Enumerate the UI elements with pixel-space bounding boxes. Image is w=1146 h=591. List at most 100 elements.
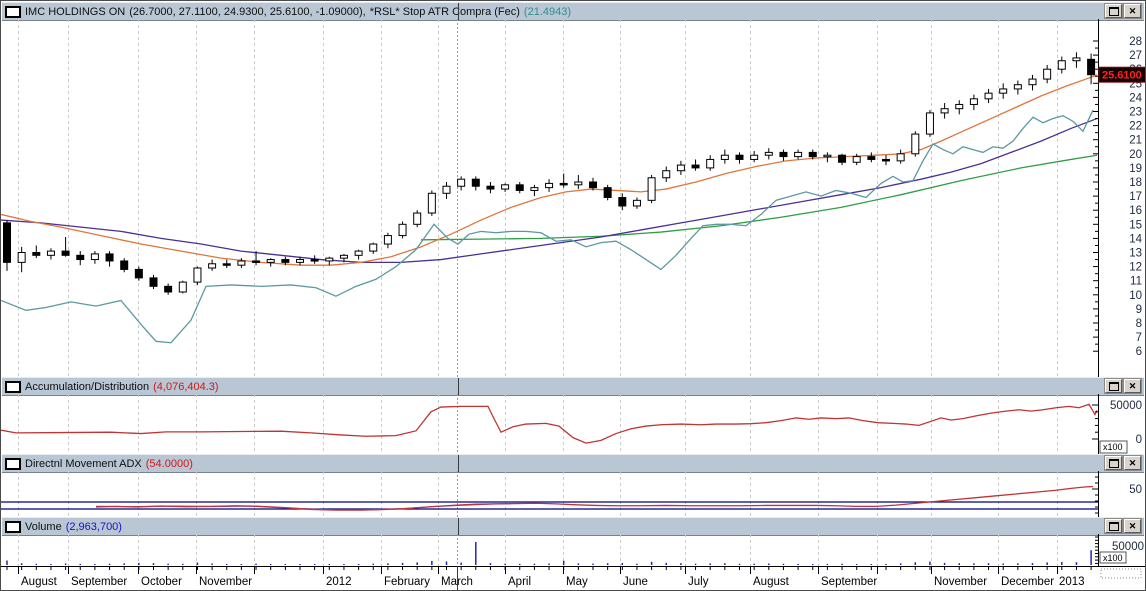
volume-bar: [460, 562, 462, 565]
month-label: February: [384, 576, 430, 588]
price-axis-label: 14: [1129, 233, 1142, 245]
last-price-label: 25.6100: [1102, 70, 1142, 82]
symbol-title: IMC HOLDINGS ON: [25, 5, 126, 18]
candle-down: [486, 185, 495, 190]
candle-up: [325, 257, 334, 262]
panel-collapse-icon[interactable]: [5, 457, 21, 470]
candle-up: [662, 170, 671, 179]
volume-bar: [6, 560, 8, 565]
focus-rect: [1100, 568, 1142, 579]
volume-bar: [665, 562, 667, 565]
study-value: (21.4943): [523, 5, 572, 18]
candle-up: [354, 250, 363, 256]
candle-up: [383, 235, 392, 245]
close-button[interactable]: ✕: [1123, 455, 1142, 471]
volume-bar: [372, 563, 374, 565]
close-button[interactable]: ✕: [1123, 3, 1142, 19]
volume-bar: [738, 563, 741, 565]
volume-bar: [606, 563, 609, 565]
candle-up: [178, 281, 187, 293]
volume-bar: [211, 563, 213, 565]
candle-down: [120, 260, 129, 270]
multiplier-box: [1099, 440, 1128, 454]
panel-collapse-icon[interactable]: [5, 5, 21, 18]
month-label: July: [688, 576, 709, 588]
volume-bar: [431, 560, 433, 565]
candle-up: [750, 154, 759, 160]
volume-bar: [694, 563, 697, 565]
month-label: May: [566, 576, 588, 588]
volume-bar: [841, 563, 843, 565]
last-price-tag: [1098, 66, 1145, 83]
price-chart[interactable]: 6789101112131415161718192021222324252627…: [1, 19, 1146, 377]
candle-up: [339, 254, 348, 259]
time-axis: August September October November 2012 Februa…: [1, 566, 1145, 590]
panel-collapse-icon[interactable]: [5, 520, 21, 533]
close-button[interactable]: ✕: [1123, 378, 1142, 394]
volume-bar: [138, 562, 140, 565]
price-axis-label: 21: [1129, 135, 1142, 147]
volume-bar: [504, 563, 506, 565]
candle-up: [427, 192, 436, 214]
volume-bar: [416, 562, 418, 565]
volume-bar: [621, 562, 624, 565]
ma-long-green: [420, 154, 1098, 241]
multiplier-box: [1099, 551, 1127, 564]
close-button[interactable]: ✕: [1123, 518, 1142, 534]
candle-up: [999, 88, 1008, 94]
month-label: October: [141, 576, 182, 588]
maximize-button[interactable]: [1104, 378, 1123, 394]
volume-bar: [445, 561, 448, 565]
month-label: April: [508, 576, 531, 588]
ad-multiplier-label: x100: [1103, 442, 1123, 452]
volume-bar: [577, 563, 580, 565]
candle-up: [676, 164, 685, 172]
volume-panel-header[interactable]: Volume (2,963,700) ✕: [2, 517, 1144, 536]
candle-up: [46, 250, 55, 256]
adx-panel-header[interactable]: Directnl Movement ADX (54.0000) ✕: [2, 454, 1144, 473]
study-name: *RSL* Stop ATR Compra (Fec): [369, 5, 520, 18]
adx-chart[interactable]: 50: [1, 471, 1146, 517]
volume-bar: [1090, 550, 1092, 565]
candle-down: [76, 254, 85, 261]
ad-chart[interactable]: 50000 0 x100: [1, 394, 1146, 454]
price-axis-label: 16: [1129, 205, 1142, 217]
volume-bar: [255, 563, 257, 565]
cursor-line-segment: [458, 518, 459, 535]
price-axis-label: 18: [1129, 177, 1142, 189]
candle-up: [296, 259, 304, 263]
price-axis-label: 20: [1129, 149, 1142, 161]
adx-panel-value: (54.0000): [145, 457, 193, 470]
panel-collapse-icon[interactable]: [5, 380, 21, 393]
maximize-button[interactable]: [1104, 3, 1123, 19]
maximize-icon: [1108, 521, 1119, 531]
candle-up: [647, 177, 656, 201]
price-axis-label: 7: [1136, 332, 1142, 344]
month-label: November: [199, 576, 252, 588]
candle-up: [266, 259, 275, 263]
candle-up: [413, 212, 422, 225]
candle-down: [222, 263, 231, 266]
volume-bar: [240, 564, 243, 565]
maximize-button[interactable]: [1104, 455, 1123, 471]
maximize-icon: [1108, 6, 1119, 16]
volume-bar: [1075, 562, 1078, 565]
month-label: August: [21, 576, 58, 588]
ad-panel-header[interactable]: Accumulation/Distribution (4,076,404.3) …: [2, 377, 1144, 396]
volume-bar: [489, 563, 492, 565]
candle-down: [618, 197, 627, 207]
volume-multiplier-label: x100: [1103, 553, 1123, 563]
volume-bar: [870, 564, 873, 565]
price-panel-header[interactable]: IMC HOLDINGS ON (26.7000, 27.1100, 24.93…: [2, 2, 1144, 21]
maximize-button[interactable]: [1104, 518, 1123, 534]
candle-down: [32, 252, 41, 256]
candle-up: [984, 92, 993, 100]
ohlc-values: (26.7000, 27.1100, 24.9300, 25.6100, -1.…: [129, 5, 366, 18]
volume-bar: [196, 562, 199, 565]
candle-up: [632, 199, 641, 207]
month-label: September: [821, 576, 877, 588]
maximize-icon: [1108, 381, 1119, 391]
candle-down: [691, 164, 700, 169]
